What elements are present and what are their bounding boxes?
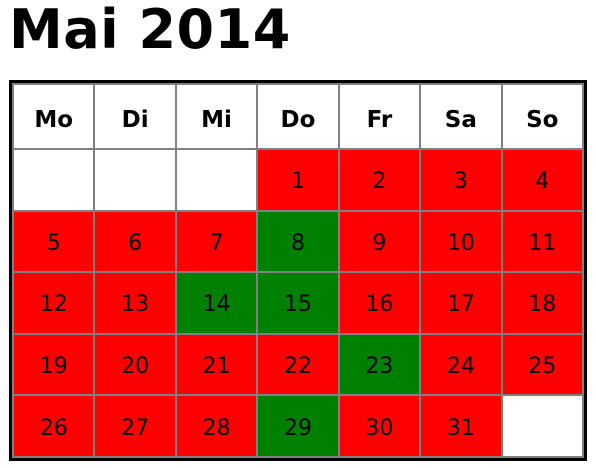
- day-cell: 21: [176, 334, 257, 395]
- weekday-header-so: So: [502, 85, 582, 148]
- day-cell: [176, 150, 257, 210]
- day-cell: [95, 150, 175, 210]
- month-title: Mai 2014: [9, 0, 291, 61]
- day-cell: [14, 150, 94, 210]
- day-cell: 3: [421, 150, 501, 210]
- day-cell: 26: [14, 396, 94, 456]
- day-cell: 12: [14, 273, 94, 333]
- day-cell: 11: [502, 211, 582, 272]
- day-cell: 8: [258, 211, 338, 272]
- day-cell: 31: [421, 396, 501, 456]
- day-cell: 10: [421, 211, 501, 272]
- day-cell: 15: [258, 273, 338, 333]
- weekday-header-fr: Fr: [339, 85, 420, 148]
- day-cell: 1: [258, 150, 338, 210]
- day-cell: 17: [421, 273, 501, 333]
- day-cell: 24: [421, 334, 501, 395]
- weekday-header-do: Do: [258, 85, 338, 148]
- day-cell: 7: [176, 211, 257, 272]
- weekday-header-mi: Mi: [176, 85, 257, 148]
- day-cell: 28: [176, 396, 257, 456]
- day-cell: 13: [95, 273, 175, 333]
- day-cell: 14: [176, 273, 257, 333]
- day-cell: 20: [95, 334, 175, 395]
- day-cell: 4: [502, 150, 582, 210]
- day-cell: 22: [258, 334, 338, 395]
- day-cell: 6: [95, 211, 175, 272]
- day-cell: 18: [502, 273, 582, 333]
- calendar-grid: Mo Di Mi Do Fr Sa So 1 2 3 4 5 6 7 8 9 1…: [9, 80, 587, 461]
- day-cell: 2: [339, 150, 420, 210]
- day-cell: 25: [502, 334, 582, 395]
- day-cell: [502, 396, 582, 456]
- weekday-header-sa: Sa: [421, 85, 501, 148]
- day-cell: 23: [339, 334, 420, 395]
- day-cell: 27: [95, 396, 175, 456]
- day-cell: 9: [339, 211, 420, 272]
- day-cell: 30: [339, 396, 420, 456]
- weekday-header-mo: Mo: [14, 85, 94, 148]
- day-cell: 19: [14, 334, 94, 395]
- day-cell: 16: [339, 273, 420, 333]
- day-cell: 29: [258, 396, 338, 456]
- weekday-header-di: Di: [95, 85, 175, 148]
- day-cell: 5: [14, 211, 94, 272]
